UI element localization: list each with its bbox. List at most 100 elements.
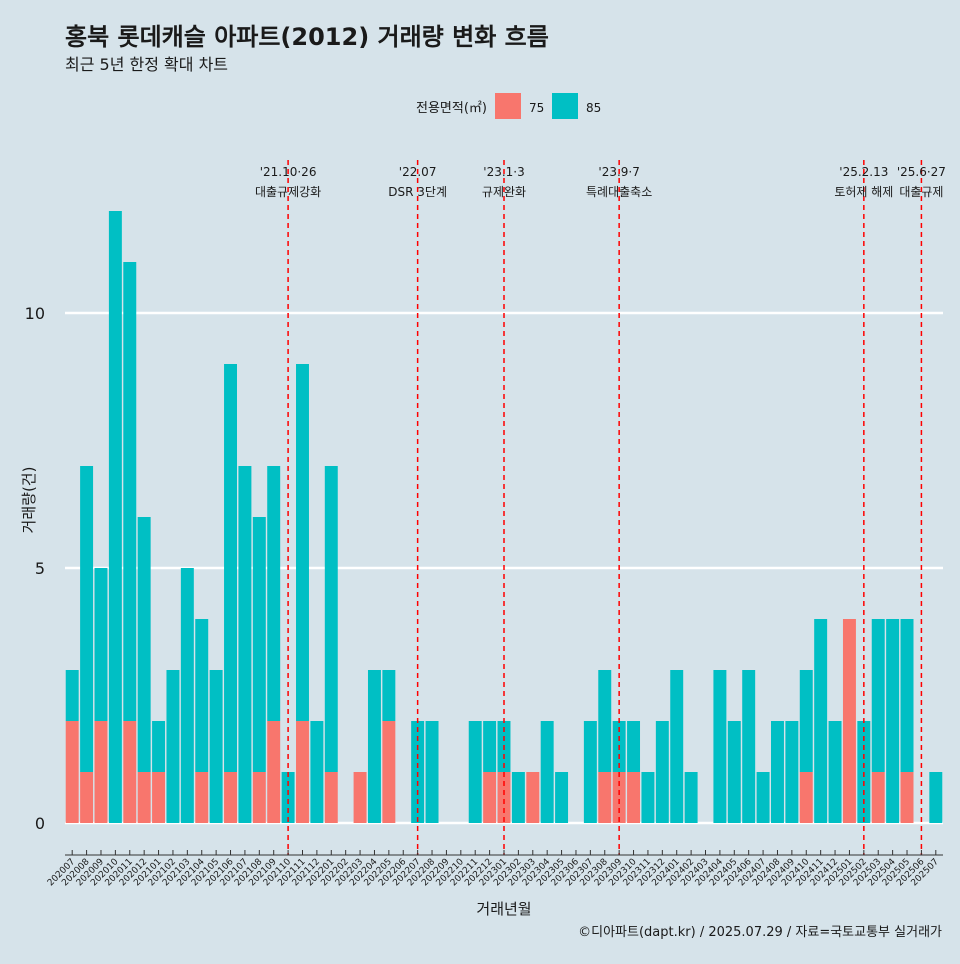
legend-swatch-85 xyxy=(552,93,578,119)
bar-85 xyxy=(180,568,194,823)
event-label: 토허제 해제 xyxy=(834,185,893,199)
bar-85 xyxy=(94,568,108,721)
bar-85 xyxy=(727,721,741,823)
bar-75 xyxy=(152,772,166,823)
bar-75 xyxy=(627,772,641,823)
event-date: '21.10·26 xyxy=(260,165,317,179)
bar-85 xyxy=(742,670,756,823)
event-label: 대출규제강화 xyxy=(255,185,321,199)
bar-85 xyxy=(713,670,727,823)
legend-label-85: 85 xyxy=(586,101,601,115)
bar-85 xyxy=(238,466,252,823)
bar-85 xyxy=(252,517,266,772)
bar-85 xyxy=(310,721,324,823)
axis-layer: 2020072020082020092020102020112020122021… xyxy=(46,850,943,888)
bar-85 xyxy=(555,772,569,823)
bar-75 xyxy=(483,772,497,823)
legend-label-75: 75 xyxy=(529,101,544,115)
bar-85 xyxy=(152,721,166,772)
bar-85 xyxy=(195,619,209,772)
event-label: 특례대출축소 xyxy=(586,185,652,199)
bar-85 xyxy=(670,670,684,823)
bar-85 xyxy=(886,619,900,823)
bar-75 xyxy=(296,721,309,823)
bar-85 xyxy=(828,721,842,823)
bar-85 xyxy=(123,262,137,721)
bar-85 xyxy=(756,772,770,823)
bar-85 xyxy=(367,670,381,823)
bar-85 xyxy=(80,466,94,772)
bar-75 xyxy=(871,772,885,823)
bar-85 xyxy=(511,772,525,823)
legend-swatch-75 xyxy=(495,93,521,119)
bar-75 xyxy=(353,772,367,823)
event-date: '23.9·7 xyxy=(598,165,639,179)
bar-85 xyxy=(483,721,497,772)
event-date: '22.07 xyxy=(399,165,437,179)
bar-85 xyxy=(785,721,799,823)
bar-75 xyxy=(252,772,266,823)
bar-85 xyxy=(655,721,669,823)
bar-85 xyxy=(137,517,151,772)
y-axis-title: 거래량(건) xyxy=(20,467,38,534)
bar-85 xyxy=(871,619,885,772)
bar-75 xyxy=(94,721,108,823)
bar-75 xyxy=(799,772,813,823)
y-tick-label: 5 xyxy=(35,559,45,578)
bar-85 xyxy=(425,721,439,823)
bar-85 xyxy=(684,772,698,823)
event-label: DSR 3단계 xyxy=(388,185,447,199)
bar-85 xyxy=(799,670,813,772)
bar-75 xyxy=(612,772,626,823)
bar-75 xyxy=(526,772,540,823)
bar-85 xyxy=(641,772,655,823)
legend-title: 전용면적(㎡) xyxy=(416,101,487,116)
bar-85 xyxy=(929,772,943,823)
event-label: 규제완화 xyxy=(482,185,526,199)
bar-85 xyxy=(583,721,597,823)
bar-85 xyxy=(296,364,309,721)
event-label: 대출규제 xyxy=(899,185,943,199)
bar-75 xyxy=(497,772,511,823)
bar-85 xyxy=(267,466,281,721)
bar-85 xyxy=(900,619,914,772)
y-tick-label: 0 xyxy=(35,814,45,833)
x-axis-title: 거래년월 xyxy=(476,900,531,918)
bar-75 xyxy=(324,772,338,823)
bar-75 xyxy=(842,619,856,823)
bar-75 xyxy=(123,721,137,823)
bar-85 xyxy=(324,466,338,772)
event-date: '23.1·3 xyxy=(483,165,524,179)
bar-75 xyxy=(65,721,79,823)
bar-85 xyxy=(65,670,79,721)
bar-85 xyxy=(814,619,828,823)
bar-85 xyxy=(627,721,641,772)
bar-85 xyxy=(770,721,784,823)
bars-layer xyxy=(65,211,943,823)
bar-85 xyxy=(598,670,612,772)
bar-85 xyxy=(281,772,295,823)
bar-85 xyxy=(108,211,122,823)
bar-75 xyxy=(224,772,238,823)
bar-85 xyxy=(209,670,223,823)
event-date: '25.6·27 xyxy=(897,165,946,179)
chart-subtitle: 최근 5년 한정 확대 차트 xyxy=(65,55,228,74)
bar-85 xyxy=(224,364,238,772)
bar-85 xyxy=(468,721,482,823)
y-tick-label: 10 xyxy=(25,304,45,323)
bar-75 xyxy=(598,772,612,823)
event-date: '25.2.13 xyxy=(839,165,888,179)
bar-85 xyxy=(166,670,180,823)
bar-75 xyxy=(137,772,151,823)
bar-85 xyxy=(382,670,396,721)
chart-title: 홍북 롯데캐슬 아파트(2012) 거래량 변화 흐름 xyxy=(65,23,549,51)
bar-75 xyxy=(382,721,396,823)
bar-85 xyxy=(540,721,554,823)
footer-credit: ©디아파트(dapt.kr) / 2025.07.29 / 자료=국토교통부 실… xyxy=(578,925,942,940)
bar-75 xyxy=(900,772,914,823)
bar-75 xyxy=(267,721,281,823)
legend: 전용면적(㎡) 75 85 xyxy=(416,93,601,119)
bar-75 xyxy=(80,772,94,823)
